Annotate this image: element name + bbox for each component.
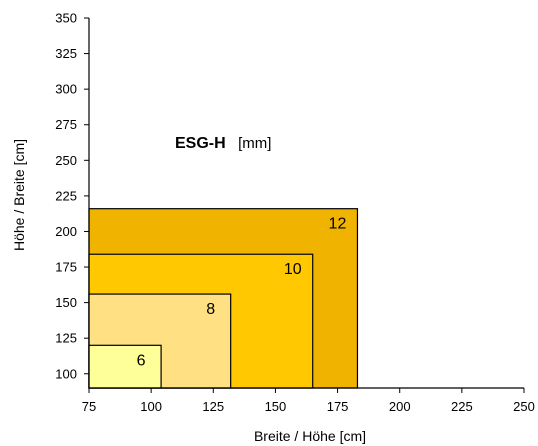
y-tick-label-175: 175 <box>55 260 77 275</box>
y-tick-label-275: 275 <box>55 117 77 132</box>
y-axis-title: Höhe / Breite [cm] <box>11 139 27 251</box>
y-tick-label-150: 150 <box>55 295 77 310</box>
y-tick-label-325: 325 <box>55 46 77 61</box>
y-tick-label-200: 200 <box>55 224 77 239</box>
series-label-12: 12 <box>329 216 347 233</box>
x-tick-label-250: 250 <box>513 399 535 414</box>
y-tick-label-250: 250 <box>55 153 77 168</box>
series-label-6: 6 <box>137 352 146 369</box>
x-tick-label-75: 75 <box>82 399 96 414</box>
x-tick-label-175: 175 <box>327 399 349 414</box>
x-tick-label-225: 225 <box>451 399 473 414</box>
y-tick-label-225: 225 <box>55 188 77 203</box>
x-tick-label-100: 100 <box>140 399 162 414</box>
annotation-bold: ESG-H <box>175 135 226 152</box>
y-tick-label-125: 125 <box>55 331 77 346</box>
annotation-unit: [mm] <box>238 135 271 152</box>
x-axis-title: Breite / Höhe [cm] <box>254 428 366 444</box>
y-tick-label-300: 300 <box>55 82 77 97</box>
rectangles-layer <box>88 208 359 389</box>
series-rect-6 <box>88 344 162 389</box>
series-label-10: 10 <box>284 261 302 278</box>
x-tick-label-125: 125 <box>202 399 224 414</box>
labels-layer: 12 10 8 6 <box>137 216 347 370</box>
y-tick-label-100: 100 <box>55 366 77 381</box>
axes-layer: 75 100 125 150 175 200 225 250 100 125 150 175 200 22… <box>55 11 535 415</box>
chart-annotation: ESG-H [mm] <box>175 135 271 152</box>
x-tick-label-150: 150 <box>265 399 287 414</box>
x-tick-label-200: 200 <box>389 399 411 414</box>
series-label-8: 8 <box>206 301 215 318</box>
y-tick-label-350: 350 <box>55 11 77 26</box>
